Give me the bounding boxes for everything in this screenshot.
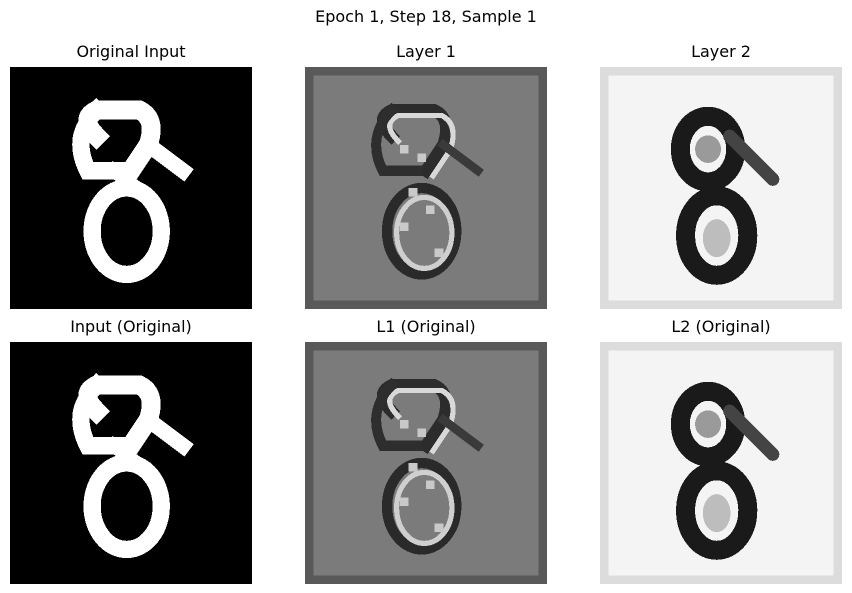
feature-map-l1-original [305,342,547,584]
panel-title: Layer 2 [691,42,751,61]
panel-title: L1 (Original) [376,317,476,336]
figure-title: Epoch 1, Step 18, Sample 1 [315,7,537,26]
digit-image-input [10,67,252,309]
panel-title: Original Input [76,42,186,61]
feature-map-layer-1 [305,67,547,309]
feature-map-l2-original [600,342,842,584]
panel-title: Input (Original) [70,317,192,336]
panel-title: Layer 1 [396,42,456,61]
panel-title: L2 (Original) [671,317,771,336]
digit-image-input-original [10,342,252,584]
feature-map-layer-2 [600,67,842,309]
